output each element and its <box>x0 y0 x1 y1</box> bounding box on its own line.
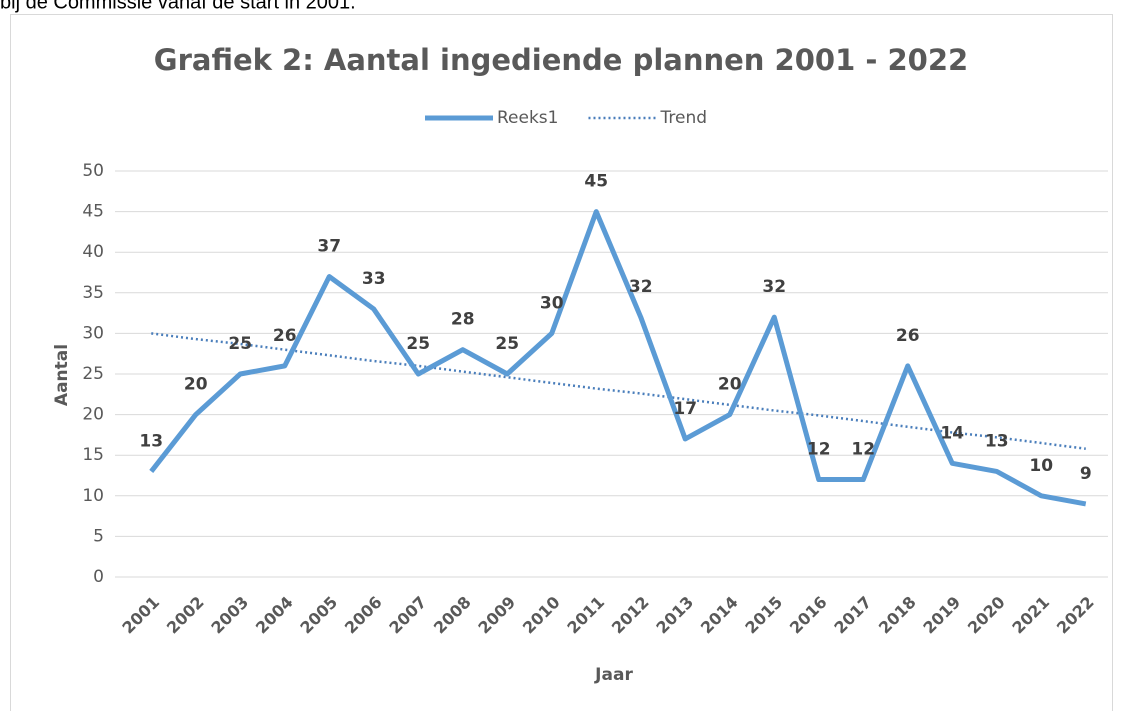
data-label: 10 <box>1029 456 1053 476</box>
y-tick-label: 50 <box>82 161 104 181</box>
legend-label: Reeks1 <box>497 108 558 128</box>
y-tick-label: 5 <box>93 526 104 546</box>
x-axis-label: Jaar <box>594 665 633 685</box>
data-label: 32 <box>629 277 653 297</box>
y-tick-label: 40 <box>82 242 104 262</box>
trend-line <box>151 332 1086 450</box>
y-tick-label: 45 <box>82 202 104 222</box>
data-label: 32 <box>762 277 786 297</box>
data-label: 28 <box>451 310 475 330</box>
y-tick-label: 10 <box>82 486 104 506</box>
chart-title: Grafiek 2: Aantal ingediende plannen 200… <box>154 43 968 77</box>
legend-label: Trend <box>659 108 707 128</box>
data-label: 12 <box>851 440 875 460</box>
data-label: 37 <box>317 237 341 257</box>
page-text: bij de Commissie vanaf de start in 2001. <box>0 0 356 13</box>
y-tick-label: 25 <box>82 364 104 384</box>
y-tick-label: 15 <box>82 445 104 465</box>
data-label: 20 <box>718 375 742 395</box>
data-label: 20 <box>184 375 208 395</box>
data-label: 25 <box>495 334 519 354</box>
chart-border <box>10 14 1113 715</box>
data-label: 25 <box>228 334 252 354</box>
data-label: 14 <box>940 423 964 443</box>
y-tick-label: 30 <box>82 323 104 343</box>
data-label: 45 <box>584 172 608 192</box>
data-label: 17 <box>673 399 697 419</box>
data-label: 26 <box>273 326 297 346</box>
data-line <box>149 209 1087 507</box>
data-label: 12 <box>807 440 831 460</box>
y-tick-label: 35 <box>82 283 104 303</box>
data-label: 25 <box>406 334 430 354</box>
y-tick-label: 0 <box>93 567 104 587</box>
data-label: 30 <box>540 293 564 313</box>
data-label: 13 <box>985 431 1009 451</box>
y-axis-label: Aantal <box>52 344 72 406</box>
data-label: 33 <box>362 269 386 289</box>
y-tick-label: 20 <box>82 405 104 425</box>
data-label: 26 <box>896 326 920 346</box>
data-label: 13 <box>139 431 163 451</box>
data-label: 9 <box>1080 464 1092 484</box>
